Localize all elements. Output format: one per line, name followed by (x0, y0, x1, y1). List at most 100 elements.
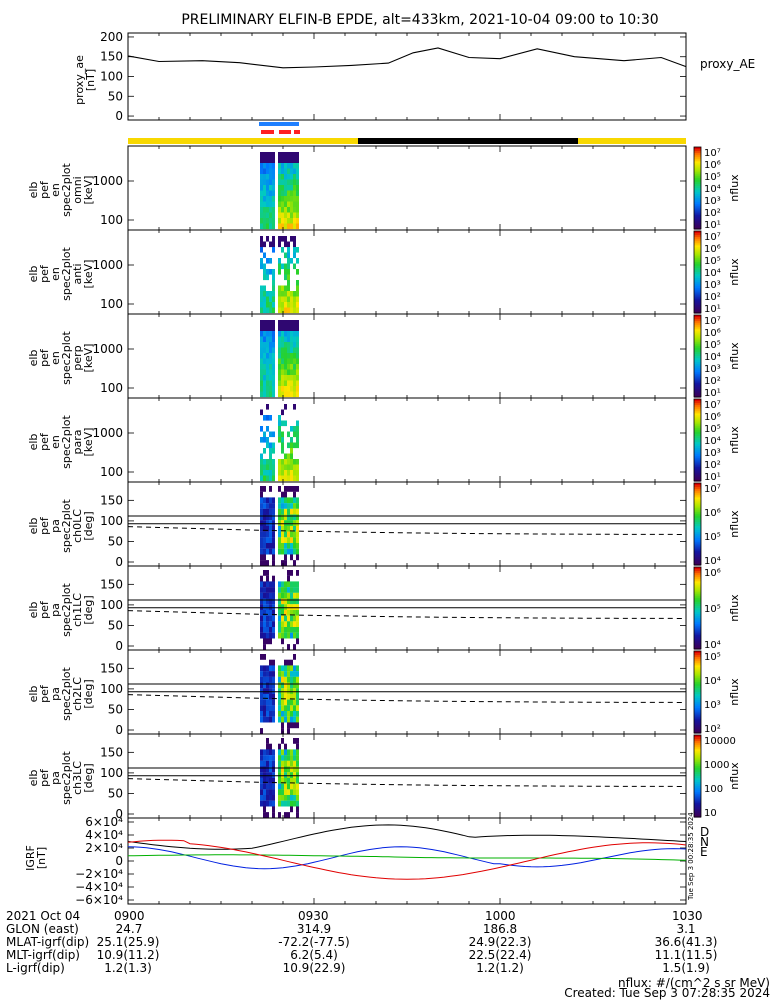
spectrogram-cell (266, 800, 269, 807)
spectrogram-cell (296, 722, 299, 729)
zone-bar-yellow (578, 138, 686, 144)
colorbar-step (694, 372, 701, 376)
ylabel-line: spec2plot (60, 163, 73, 217)
spectrogram-cell (284, 682, 287, 689)
spectrogram-cell (278, 525, 281, 532)
colorbar-step (694, 659, 701, 662)
spectrogram-cell (260, 682, 263, 689)
colorbar-step (694, 812, 701, 816)
colorbar-tick-label: 10⁵ (704, 604, 721, 615)
colorbar-step (694, 435, 701, 439)
spectrogram-cell (278, 415, 281, 421)
spectrogram-cell (290, 475, 293, 482)
spectrogram-cell (290, 185, 293, 191)
spectrogram-cell (278, 508, 281, 515)
spectrogram-cell (266, 236, 269, 242)
spectrogram-cell (296, 592, 299, 599)
y-tick-label: 150 (100, 745, 123, 759)
spectrogram-cell (296, 688, 299, 694)
colorbar-tick-label: 10⁴ (704, 184, 721, 195)
spectrogram-cell (272, 475, 275, 482)
colorbar-step (694, 431, 701, 435)
colorbar-step (694, 255, 701, 259)
spectrogram-cell (287, 486, 290, 492)
spectrogram-cell (266, 581, 269, 588)
spectrogram-cell (290, 486, 293, 492)
colorbar-step (694, 708, 701, 712)
footer-value: 1030 (672, 909, 703, 923)
spectrogram-cell (263, 638, 266, 645)
colorbar-step (694, 532, 701, 535)
colorbar-frame (693, 482, 702, 566)
spectrogram-cell (278, 320, 281, 326)
spectrogram-cell (263, 587, 266, 593)
spectrogram-cell (290, 459, 293, 465)
spectrogram-cell (290, 386, 293, 392)
colorbar-step (694, 603, 701, 607)
spectrogram-cell (284, 459, 287, 465)
spectrogram-cell (290, 659, 293, 666)
spectrogram-cell (293, 795, 296, 801)
colorbar-step (694, 757, 701, 761)
colorbar-step (694, 433, 701, 437)
spectrogram-cell (260, 587, 263, 593)
spectrogram-cell (296, 749, 299, 756)
spectrogram-cell (287, 531, 290, 538)
spectrogram-cell (269, 508, 272, 515)
spectrogram-cell (266, 615, 269, 622)
colorbar-step (694, 681, 701, 685)
spectrogram-cell (284, 391, 287, 398)
spectrogram-cell (269, 587, 272, 593)
spectrogram-cell (281, 420, 284, 427)
spectrogram-cell (260, 537, 263, 544)
colorbar-step (694, 593, 701, 597)
spectrogram-cell (266, 531, 269, 538)
spectrogram-cell (260, 302, 263, 308)
colorbar-step (694, 349, 701, 353)
footer-row-2: MLAT-igrf(dip) 25.1(25.9) -72.2(-77.5) 2… (6, 935, 717, 949)
colorbar-step (694, 788, 701, 791)
spectrogram-cell (272, 795, 275, 801)
colorbar-step (694, 353, 701, 357)
spectrogram-cell (281, 236, 284, 242)
spectrogram-cell (266, 503, 269, 509)
spectrogram-cell (296, 386, 299, 392)
y-tick-label: 50 (108, 89, 123, 103)
spectrogram-cell (284, 688, 287, 694)
spectrogram-cell (269, 296, 272, 303)
colorbar-step (694, 491, 701, 494)
y-tick-label: 2×10⁴ (85, 841, 123, 855)
spectrogram-cell (293, 627, 296, 633)
spectrogram-cell (290, 749, 293, 756)
spectrogram-cell (281, 353, 284, 359)
spectrogram-cell (266, 682, 269, 689)
spectrogram-cell (281, 207, 284, 213)
spectrogram-cell (293, 783, 296, 790)
spectrogram-cell (284, 749, 287, 756)
footer-value: 36.6(41.3) (655, 935, 718, 949)
spectrogram-cell (290, 789, 293, 796)
spectrogram-cell (263, 592, 266, 599)
spectrogram-cell (278, 459, 281, 465)
spectrogram-cell (290, 665, 293, 672)
spectrogram-cell (272, 448, 275, 454)
spectrogram-cell (266, 570, 269, 576)
colorbar-step (694, 392, 701, 396)
spectrogram-cell (287, 201, 290, 208)
spectrogram-cell (260, 520, 263, 526)
colorbar-step (694, 618, 701, 621)
spectrogram-cell (272, 531, 275, 538)
spectrogram-cell (284, 531, 287, 538)
y-tick-label: 0 (115, 109, 123, 123)
footer-value: 314.9 (297, 922, 331, 936)
spectrogram-cell (284, 174, 287, 180)
spectrogram-cell (284, 760, 287, 767)
spectrogram-cell (269, 152, 272, 158)
colorbar-step (694, 245, 701, 248)
spectrogram-cell (287, 592, 290, 599)
colorbar-step (694, 632, 701, 636)
spectrogram-cell (272, 212, 275, 219)
colorbar-step (694, 185, 701, 189)
spectrogram-cell (263, 654, 266, 660)
